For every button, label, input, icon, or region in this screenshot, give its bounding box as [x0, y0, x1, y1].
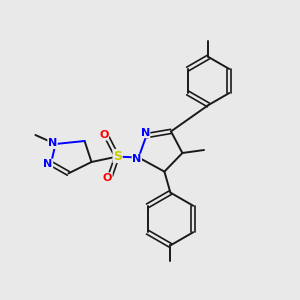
Text: N: N [132, 154, 141, 164]
Text: N: N [141, 128, 150, 138]
Text: N: N [48, 138, 57, 148]
Text: O: O [103, 173, 112, 183]
Text: S: S [113, 149, 122, 163]
Text: O: O [99, 130, 109, 140]
Text: N: N [44, 159, 52, 169]
